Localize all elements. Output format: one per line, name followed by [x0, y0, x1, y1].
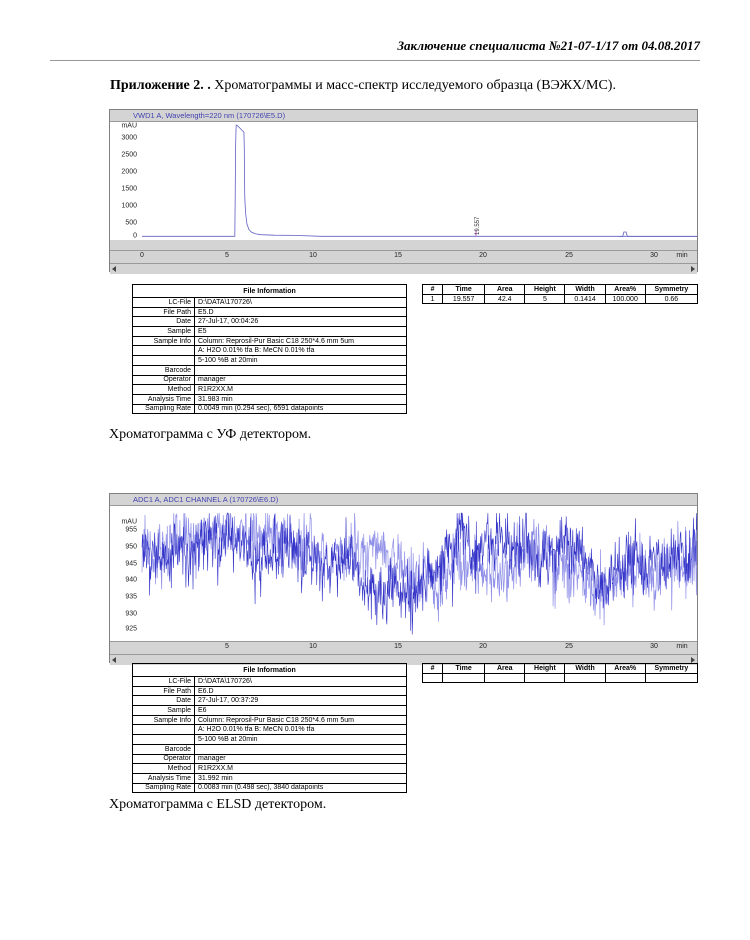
svg-text:19.557: 19.557	[475, 216, 481, 235]
